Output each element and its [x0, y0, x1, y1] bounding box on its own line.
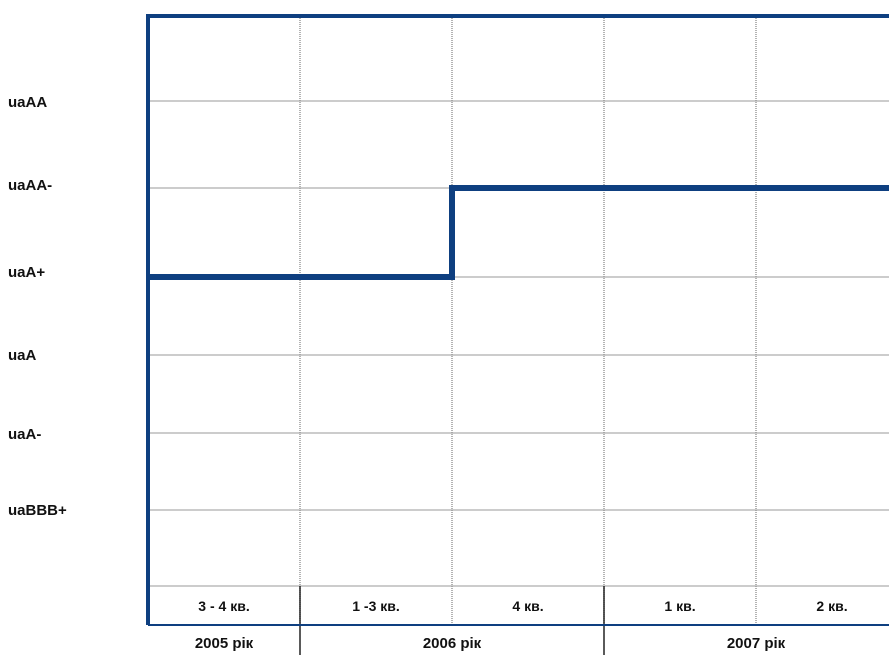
- x-tick-label: 1 кв.: [664, 598, 695, 614]
- y-tick-label: uaAA-: [8, 177, 52, 194]
- y-tick-label: uaAA: [8, 94, 47, 111]
- x-tick-label: 2 кв.: [816, 598, 847, 614]
- x-tick-label: 4 кв.: [512, 598, 543, 614]
- rating-series-line: [148, 188, 889, 277]
- x-tick-label: 3 - 4 кв.: [198, 598, 249, 614]
- year-group-label: 2007 рік: [727, 635, 786, 652]
- y-tick-label: uaA+: [8, 264, 45, 281]
- x-tick-label: 1 -3 кв.: [352, 598, 400, 614]
- year-group-label: 2006 рік: [423, 635, 482, 652]
- year-group-label: 2005 рік: [195, 635, 254, 652]
- y-tick-label: uaBBB+: [8, 502, 67, 519]
- y-tick-label: uaA-: [8, 426, 41, 443]
- y-tick-label: uaA: [8, 347, 37, 364]
